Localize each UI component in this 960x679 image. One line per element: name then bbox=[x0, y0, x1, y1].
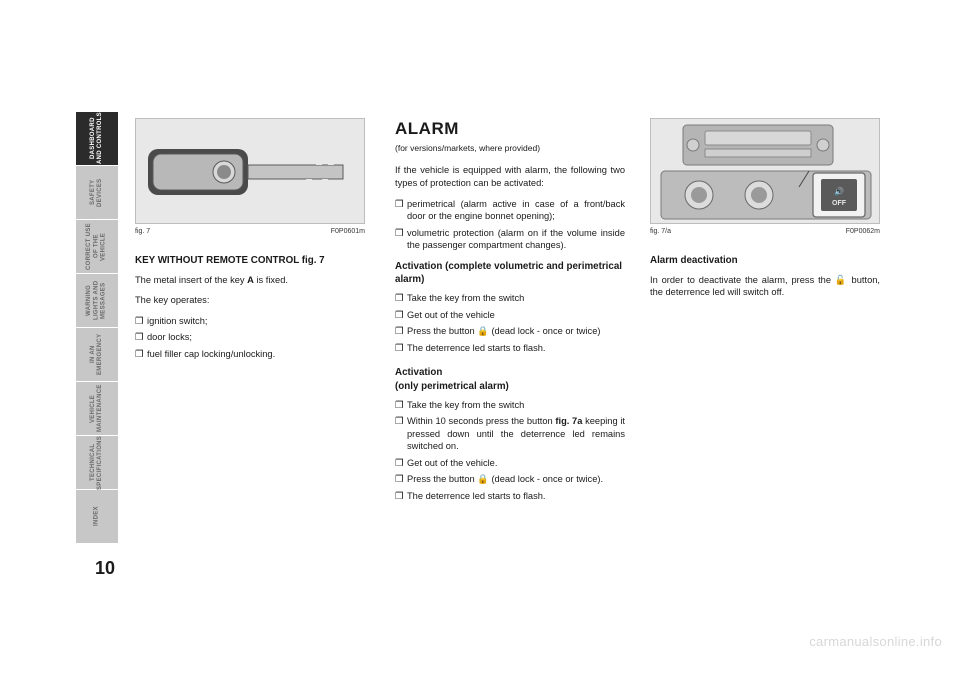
li-text: Press the button 🔒 (dead lock - once or … bbox=[407, 473, 625, 486]
tab-emergency[interactable]: IN AN EMERGENCY bbox=[76, 328, 118, 382]
watermark-text: carmanualsonline.info bbox=[809, 634, 942, 649]
subheading-alarm: (for versions/markets, where provided) bbox=[395, 143, 625, 154]
key-illustration-svg bbox=[146, 137, 356, 207]
list-item: ❒The deterrence led starts to flash. bbox=[395, 490, 625, 503]
li-text: volumetric protection (alarm on if the v… bbox=[407, 227, 625, 252]
list-item: ❒Get out of the vehicle. bbox=[395, 457, 625, 470]
figure-code: F0P0062m bbox=[846, 227, 880, 236]
list-item: ❒door locks; bbox=[135, 331, 365, 344]
list-item: ❒fuel filler cap locking/unlocking. bbox=[135, 348, 365, 361]
tab-safety-devices[interactable]: SAFETY DEVICES bbox=[76, 166, 118, 220]
list-item: ❒perimetrical (alarm active in case of a… bbox=[395, 198, 625, 223]
li-text: The deterrence led starts to flash. bbox=[407, 490, 625, 503]
li-text: Take the key from the switch bbox=[407, 399, 625, 412]
manual-page: DASHBOARD AND CONTROLS SAFETY DEVICES CO… bbox=[0, 0, 960, 679]
para-key-operates: The key operates: bbox=[135, 294, 365, 307]
section-title-activation-peri-b: (only perimetrical alarm) bbox=[395, 380, 625, 393]
figure-caption-row: fig. 7 F0P0601m bbox=[135, 227, 365, 236]
section-title-activation-peri-a: Activation bbox=[395, 366, 625, 379]
page-number: 10 bbox=[95, 558, 115, 579]
list-item: ❒Take the key from the switch bbox=[395, 292, 625, 305]
list-item: ❒Press the button 🔒 (dead lock - once or… bbox=[395, 473, 625, 486]
list-item: ❒volumetric protection (alarm on if the … bbox=[395, 227, 625, 252]
svg-text:OFF: OFF bbox=[832, 200, 847, 207]
list-key-ops: ❒ignition switch; ❒door locks; ❒fuel fil… bbox=[135, 315, 365, 361]
figure-code: F0P0601m bbox=[331, 227, 365, 236]
li-text: ignition switch; bbox=[147, 315, 365, 328]
heading-alarm: ALARM bbox=[395, 118, 625, 141]
list-activation-full: ❒Take the key from the switch ❒Get out o… bbox=[395, 292, 625, 354]
figure-key bbox=[135, 118, 365, 224]
li-text: Within 10 seconds press the button fig. … bbox=[407, 415, 625, 453]
li-text: door locks; bbox=[147, 331, 365, 344]
li-text: fuel filler cap locking/unlocking. bbox=[147, 348, 365, 361]
li-text: Press the button 🔒 (dead lock - once or … bbox=[407, 325, 625, 338]
li-text: Get out of the vehicle. bbox=[407, 457, 625, 470]
figure-dashboard: 🔊 OFF bbox=[650, 118, 880, 224]
section-title-key: KEY WITHOUT REMOTE CONTROL fig. 7 bbox=[135, 254, 365, 267]
list-item: ❒Press the button 🔒 (dead lock - once or… bbox=[395, 325, 625, 338]
tab-index[interactable]: INDEX bbox=[76, 490, 118, 544]
svg-text:🔊: 🔊 bbox=[834, 186, 844, 196]
li-text: Get out of the vehicle bbox=[407, 309, 625, 322]
list-item: ❒ignition switch; bbox=[135, 315, 365, 328]
figure-label: fig. 7 bbox=[135, 227, 150, 236]
tab-dashboard-controls[interactable]: DASHBOARD AND CONTROLS bbox=[76, 112, 118, 166]
para-deactivation: In order to deactivate the alarm, press … bbox=[650, 274, 880, 299]
column-1: fig. 7 F0P0601m KEY WITHOUT REMOTE CONTR… bbox=[135, 118, 365, 368]
list-activation-peri: ❒Take the key from the switch ❒Within 10… bbox=[395, 399, 625, 503]
list-item: ❒Get out of the vehicle bbox=[395, 309, 625, 322]
figure-label: fig. 7/a bbox=[650, 227, 671, 236]
tab-warning-lights[interactable]: WARNING LIGHTS AND MESSAGES bbox=[76, 274, 118, 328]
column-3: 🔊 OFF fig. 7/a F0P0062m Alarm deactivati… bbox=[650, 118, 880, 307]
para-key-insert: The metal insert of the key A is fixed. bbox=[135, 274, 365, 287]
para-alarm-intro: If the vehicle is equipped with alarm, t… bbox=[395, 164, 625, 189]
section-title-activation-full: Activation (complete volumetric and peri… bbox=[395, 260, 625, 286]
column-2: ALARM (for versions/markets, where provi… bbox=[395, 118, 625, 511]
tab-correct-use[interactable]: CORRECT USE OF THE VEHICLE bbox=[76, 220, 118, 274]
li-text: perimetrical (alarm active in case of a … bbox=[407, 198, 625, 223]
li-text: Take the key from the switch bbox=[407, 292, 625, 305]
section-title-deactivation: Alarm deactivation bbox=[650, 254, 880, 267]
list-protection-types: ❒perimetrical (alarm active in case of a… bbox=[395, 198, 625, 252]
tab-maintenance[interactable]: VEHICLE MAINTENANCE bbox=[76, 382, 118, 436]
list-item: ❒The deterrence led starts to flash. bbox=[395, 342, 625, 355]
dashboard-illustration-svg: 🔊 OFF bbox=[651, 119, 880, 224]
side-tabs: DASHBOARD AND CONTROLS SAFETY DEVICES CO… bbox=[76, 112, 118, 544]
list-item: ❒Within 10 seconds press the button fig.… bbox=[395, 415, 625, 453]
tab-technical-specs[interactable]: TECHNICAL SPECIFICATIONS bbox=[76, 436, 118, 490]
list-item: ❒Take the key from the switch bbox=[395, 399, 625, 412]
li-text: The deterrence led starts to flash. bbox=[407, 342, 625, 355]
figure-caption-row: fig. 7/a F0P0062m bbox=[650, 227, 880, 236]
